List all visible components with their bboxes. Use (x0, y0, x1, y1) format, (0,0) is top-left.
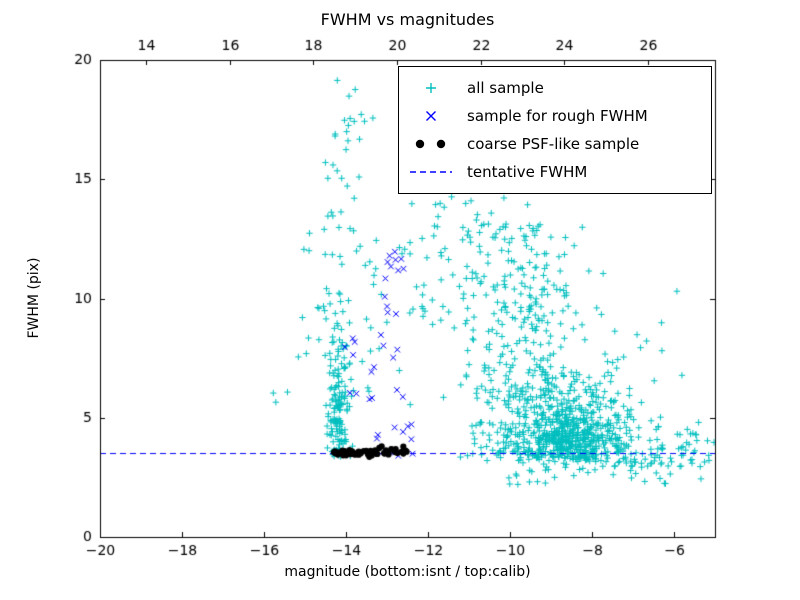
legend-label: sample for rough FWHM (467, 107, 648, 125)
y-axis-label: FWHM (pix) (26, 257, 42, 339)
legend-item-rough-fwhm: sample for rough FWHM (407, 102, 703, 130)
legend-item-psf-sample: coarse PSF-like sample (407, 130, 703, 158)
x-axis-label: magnitude (bottom:isnt / top:calib) (284, 564, 531, 580)
x-marker-icon (426, 111, 436, 121)
legend-item-all-sample: all sample (407, 74, 703, 102)
dot-marker-icon (415, 139, 446, 149)
legend-label: all sample (467, 79, 544, 97)
legend-item-tentative-fwhm: tentative FWHM (407, 158, 703, 186)
dashed-line-icon (410, 171, 452, 173)
legend-label: tentative FWHM (467, 163, 588, 181)
chart-title: FWHM vs magnitudes (320, 10, 495, 29)
legend-label: coarse PSF-like sample (467, 135, 640, 153)
plus-marker-icon (426, 83, 436, 93)
legend: all sample sample for rough FWHM coarse … (398, 66, 712, 194)
